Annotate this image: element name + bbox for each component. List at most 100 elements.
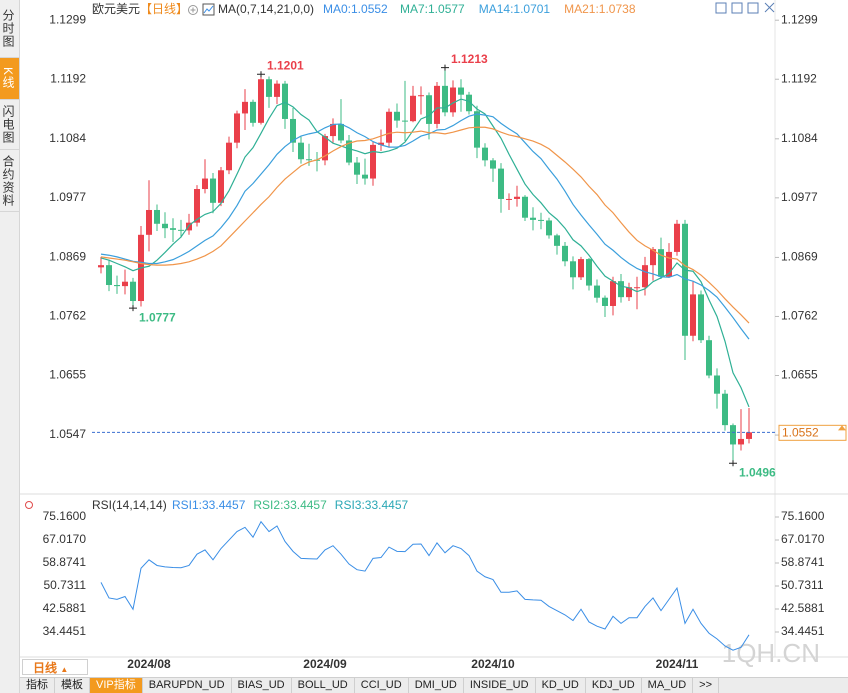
y-tick-label: 1.0869 (49, 250, 86, 264)
indicator-tab[interactable]: BIAS_UD (232, 678, 292, 693)
y-tick-label: 1.0869 (781, 250, 818, 264)
candle-body (674, 223, 680, 252)
candle-body (690, 294, 696, 336)
y-tick-label: 50.7311 (44, 578, 87, 592)
indicator-tab[interactable]: 指标 (20, 678, 55, 693)
period-button-arrow[interactable]: ▲ (60, 665, 69, 674)
indicator-tab[interactable]: INSIDE_UD (464, 678, 536, 693)
indicator-tab[interactable]: DMI_UD (409, 678, 464, 693)
extreme-marker (729, 460, 737, 467)
candle-body (114, 285, 120, 287)
legend-entry: RSI2:33.4457 (253, 498, 327, 512)
candle-body (394, 111, 400, 121)
candle-body (546, 220, 552, 236)
indicator-tab[interactable]: 模板 (55, 678, 90, 693)
period-button-label[interactable]: 日线 (33, 661, 58, 675)
indicator-tab[interactable]: KD_UD (536, 678, 586, 693)
candle-body (730, 425, 736, 445)
candle-body (178, 229, 184, 231)
y-tick-label: 1.1084 (49, 131, 86, 145)
legend-entry: RSI1:33.4457 (172, 498, 246, 512)
legend-entry: MA7:1.0577 (400, 2, 465, 16)
y-tick-label: 34.4451 (43, 624, 87, 638)
candle-body (322, 136, 328, 161)
y-tick-label: 42.5881 (43, 601, 87, 615)
y-tick-label: 1.1299 (781, 12, 818, 26)
tab-bar: 指标 模板 VIP指标 BARUPDN_UD BIAS_UD BOLL_UD CCI_UD D… (20, 677, 848, 693)
add-icon[interactable] (188, 5, 198, 15)
candle-body (346, 140, 352, 163)
add-icon[interactable] (190, 7, 196, 13)
indicator-tab[interactable]: BARUPDN_UD (143, 678, 232, 693)
ma-line (100, 126, 750, 324)
last-price-label: 1.0552 (782, 425, 819, 439)
candle-body (242, 101, 248, 114)
last-price-box (778, 424, 847, 441)
candle-body (298, 142, 304, 160)
toolbar-icon[interactable] (747, 2, 759, 14)
y-tick-label: 67.0170 (781, 532, 825, 546)
extreme-label: 1.0496 (739, 465, 776, 479)
candle-body (402, 120, 408, 122)
candle-body (250, 101, 256, 123)
indicator-tab[interactable]: MA_UD (642, 678, 694, 693)
candle-body (482, 147, 488, 161)
candle-body (530, 217, 536, 220)
candle-body (642, 265, 648, 288)
candle-body (410, 95, 416, 122)
extreme-label: 1.1201 (267, 58, 304, 72)
candle-body (362, 174, 368, 179)
indicator-icon[interactable] (203, 5, 214, 14)
close-icon[interactable] (764, 2, 775, 13)
sidebar-tab[interactable]: 闪电图 (0, 100, 19, 150)
indicator-tab[interactable]: CCI_UD (355, 678, 409, 693)
candle-body (226, 142, 232, 171)
candle-body (658, 249, 664, 277)
legend-entry: MA14:1.0701 (479, 2, 551, 16)
candle-body (274, 83, 280, 97)
instrument-title: 欧元美元 (92, 2, 140, 16)
y-tick-label: 1.0547 (49, 427, 86, 441)
candle-body (586, 259, 592, 286)
candle-body (666, 251, 672, 277)
candle-body (306, 159, 312, 161)
candle-body (698, 294, 704, 341)
toolbar-icon[interactable] (731, 2, 743, 14)
candle-body (498, 168, 504, 199)
y-tick-label: 1.1192 (781, 71, 817, 85)
candle-body (162, 223, 168, 229)
candle-body (330, 123, 336, 137)
candle-body (714, 375, 720, 394)
sidebar-tab[interactable]: 合约资料 (0, 150, 19, 212)
y-tick-label: 67.0170 (43, 532, 87, 546)
settings-icon[interactable] (25, 501, 33, 509)
candle-body (650, 249, 656, 266)
indicator-tab[interactable]: BOLL_UD (292, 678, 355, 693)
candle-body (354, 162, 360, 175)
candle-body (490, 160, 496, 169)
candle-body (442, 85, 448, 113)
candle-body (514, 196, 520, 199)
candle-body (266, 79, 272, 97)
y-tick-label: 1.0655 (781, 368, 818, 382)
last-price-arrow (838, 425, 846, 431)
sidebar-tab[interactable]: 分时图 (0, 0, 19, 58)
period-button[interactable]: 日线 ▲ (22, 659, 88, 675)
candle-body (474, 111, 480, 148)
y-tick-label: 58.8741 (43, 555, 87, 569)
y-tick-label: 50.7311 (781, 578, 824, 592)
extreme-label: 1.0777 (139, 310, 176, 324)
extreme-label: 1.1213 (451, 52, 488, 66)
indicator-icon[interactable] (202, 3, 215, 16)
legend-entry: RSI3:33.4457 (335, 498, 409, 512)
candle-body (210, 178, 216, 203)
indicator-tab[interactable]: >> (693, 678, 720, 693)
y-tick-label: 1.0977 (49, 190, 86, 204)
y-tick-label: 1.0977 (781, 190, 818, 204)
indicator-tab[interactable]: KDJ_UD (586, 678, 642, 693)
toolbar-icon[interactable] (715, 2, 727, 14)
indicator-tab[interactable]: VIP指标 (90, 678, 143, 693)
sidebar-tab[interactable]: K线图 (0, 58, 32, 100)
y-tick-label: 75.1600 (43, 509, 87, 523)
